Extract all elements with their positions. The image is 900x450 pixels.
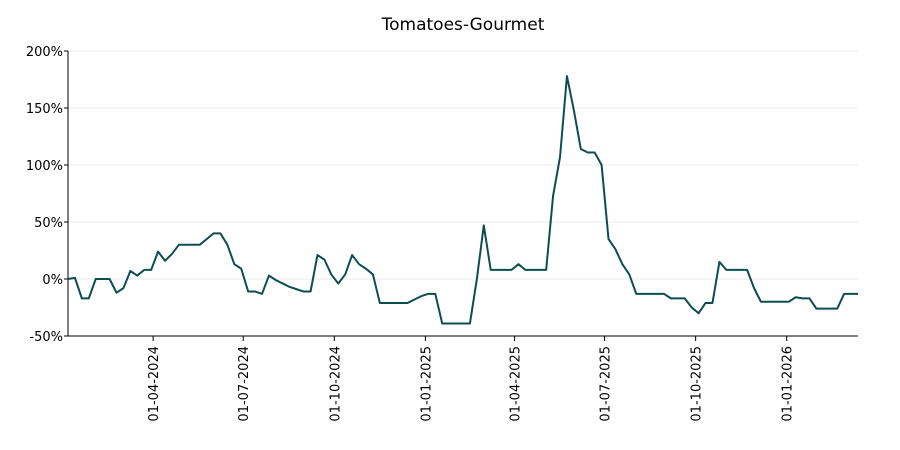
x-tick-label: 01-07-2025 bbox=[599, 346, 614, 422]
chart-title: Tomatoes-Gourmet bbox=[381, 15, 545, 35]
x-tick-label: 01-04-2024 bbox=[147, 346, 162, 422]
x-tick-label: 01-04-2025 bbox=[508, 346, 523, 422]
x-tick-label: 01-01-2026 bbox=[781, 346, 796, 422]
data-line bbox=[67, 75, 858, 325]
y-tick-label: -50% bbox=[29, 330, 63, 345]
y-tick-label: 50% bbox=[34, 216, 63, 231]
y-tick-label: 200% bbox=[26, 45, 63, 60]
y-tick-label: 150% bbox=[26, 102, 63, 117]
y-tick-label: 100% bbox=[26, 159, 63, 174]
x-tick-label: 01-01-2025 bbox=[419, 346, 434, 422]
x-tick-label: 01-07-2024 bbox=[237, 346, 252, 422]
x-tick-label: 01-10-2024 bbox=[328, 346, 343, 422]
x-tick-label: 01-10-2025 bbox=[690, 346, 705, 422]
y-tick-label: 0% bbox=[42, 273, 63, 288]
